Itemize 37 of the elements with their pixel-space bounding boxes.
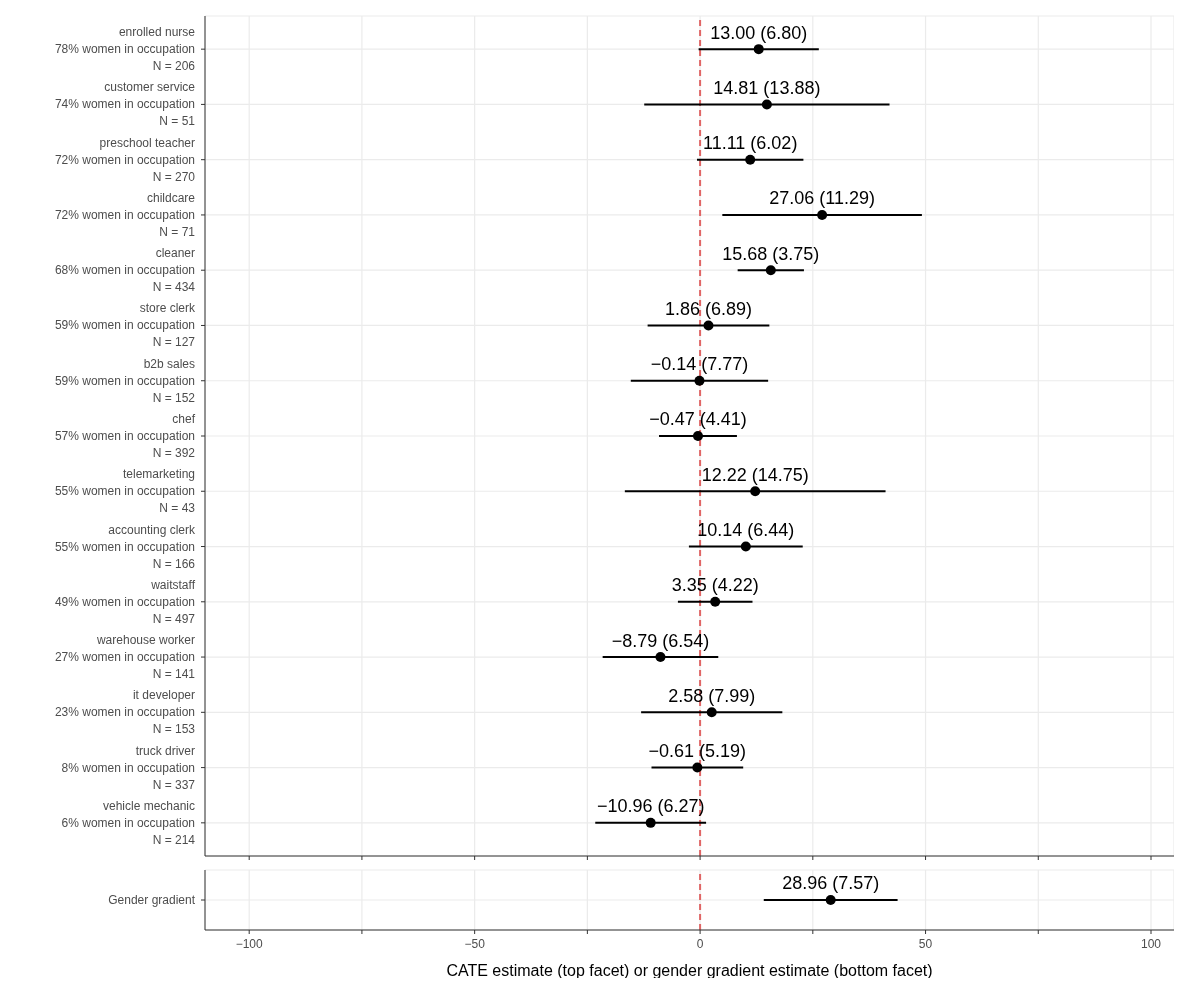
y-tick-label: it developer 23% women in occupation N = 153 xyxy=(54,688,196,737)
data-label: 3.35 (4.22) xyxy=(671,575,759,596)
x-tick-label: −100 xyxy=(235,937,264,951)
y-tick-label: truck driver 8% women in occupation N = 337 xyxy=(61,743,196,792)
data-label: 2.58 (7.99) xyxy=(668,685,756,706)
y-tick-label: customer service 74% women in occupation N = 51 xyxy=(54,80,196,129)
y-tick-label: Gender gradient xyxy=(108,893,196,907)
y-tick-label: vehicle mechanic 6% women in occupation N = 214 xyxy=(61,798,196,847)
y-tick-label: b2b sales 59% women in occupation N = 152 xyxy=(54,356,196,405)
data-label: 14.81 (13.88) xyxy=(713,77,821,98)
data-label: 28.96 (7.57) xyxy=(782,873,880,894)
data-label: 11.11 (6.02) xyxy=(702,133,798,154)
data-label: 13.00 (6.80) xyxy=(710,22,808,43)
x-tick-label: −50 xyxy=(464,937,486,951)
data-label: −10.96 (6.27) xyxy=(596,796,705,817)
y-tick-label: waitstaff 49% women in occupation N = 497 xyxy=(54,577,196,626)
data-label: 1.86 (6.89) xyxy=(664,298,753,319)
y-tick-label: enrolled nurse 78% women in occupation N = 206 xyxy=(54,25,196,74)
y-tick-label: childcare 72% women in occupation N = 71 xyxy=(54,190,196,239)
y-tick-label: preschool teacher 72% women in occupation N = 270 xyxy=(54,135,196,184)
data-label: −0.47 (4.41) xyxy=(649,409,747,430)
x-tick-label: 100 xyxy=(1140,937,1162,951)
y-tick-label: chef 57% women in occupation N = 392 xyxy=(54,412,196,460)
y-tick-label: telemarketing 55% women in occupation N = 43 xyxy=(54,467,196,516)
data-label: −0.14 (7.77) xyxy=(650,354,749,375)
y-tick-label: warehouse worker 27% women in occupation N = 141 xyxy=(54,633,196,682)
y-tick-label: store clerk 59% women in occupation N = 127 xyxy=(54,301,196,350)
x-tick-label: 0 xyxy=(696,937,704,951)
data-label: −0.61 (5.19) xyxy=(648,741,747,762)
data-label: 12.22 (14.75) xyxy=(701,464,809,485)
x-tick-label: 50 xyxy=(918,937,933,951)
data-label: 10.14 (6.44) xyxy=(697,520,795,541)
y-tick-label: accounting clerk 55% women in occupation N = 166 xyxy=(54,522,196,571)
y-tick-label: cleaner 68% women in occupation N = 434 xyxy=(54,246,196,295)
data-label: −8.79 (6.54) xyxy=(611,630,710,651)
data-label: 15.68 (3.75) xyxy=(722,243,820,264)
data-label: 27.06 (11.29) xyxy=(769,188,875,209)
